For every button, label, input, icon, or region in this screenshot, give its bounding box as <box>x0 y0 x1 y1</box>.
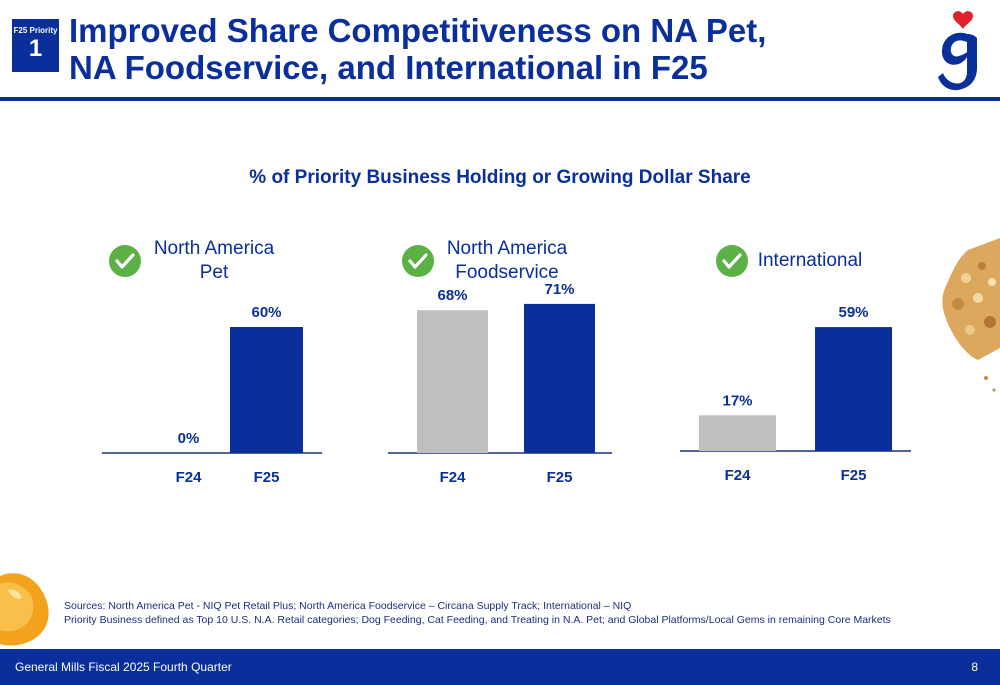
panel-name-line: North America <box>154 238 275 259</box>
bar-f24-international <box>699 415 776 451</box>
slide-title: Improved Share Competitiveness on NA Pet… <box>69 12 767 86</box>
check-circle-bg <box>109 245 141 277</box>
data-label-f24-north-america-pet: 0% <box>178 430 200 447</box>
sources-note: Sources: North America Pet - NIQ Pet Ret… <box>64 599 964 627</box>
bar-f24-north-america-foodservice <box>417 310 488 453</box>
bar-f25-north-america-foodservice <box>524 303 595 453</box>
priority-badge-number: 1 <box>28 35 43 62</box>
tick-label-f24-north-america-foodservice: F24 <box>440 469 467 486</box>
panel-name-north-america-foodservice: North America Foodservice <box>447 238 568 283</box>
page-number: 8 <box>971 660 978 674</box>
data-label-f25-international: 59% <box>838 304 868 321</box>
check-circle-bg <box>716 245 748 277</box>
tick-label-f25-north-america-foodservice: F25 <box>547 469 573 486</box>
footer-text: General Mills Fiscal 2025 Fourth Quarter <box>15 660 232 674</box>
panel-name-international: International <box>758 250 863 271</box>
tick-label-f24-north-america-pet: F24 <box>176 469 203 486</box>
check-circle-icon <box>716 245 748 277</box>
tick-label-f25-north-america-pet: F25 <box>254 469 280 486</box>
sources-line-2: Priority Business defined as Top 10 U.S.… <box>64 614 891 626</box>
panel-north-america-pet: North America Pet 0% F24 60% F25 <box>102 238 322 486</box>
tick-label-f25-international: F25 <box>841 467 867 484</box>
check-mark <box>115 253 135 269</box>
check-circle-icon <box>402 245 434 277</box>
data-label-f25-north-america-pet: 60% <box>251 304 281 321</box>
panel-name-line: Foodservice <box>455 262 559 283</box>
sources-line-1: Sources: North America Pet - NIQ Pet Ret… <box>64 600 632 612</box>
panel-name-line: International <box>758 250 863 271</box>
general-mills-logo-icon <box>938 11 977 91</box>
granola-bar-decor-icon <box>942 238 1000 392</box>
chart-title: % of Priority Business Holding or Growin… <box>249 167 751 188</box>
header-rule <box>0 97 1000 101</box>
priority-badge: F25 Priority 1 <box>12 19 59 72</box>
panel-name-north-america-pet: North America Pet <box>154 238 275 283</box>
tick-label-f24-international: F24 <box>725 467 752 484</box>
bar-f25-international <box>815 327 892 451</box>
footer-bar: General Mills Fiscal 2025 Fourth Quarter… <box>0 649 1000 685</box>
data-label-f24-north-america-foodservice: 68% <box>437 287 467 304</box>
amber-kibble-decor-icon <box>0 573 49 646</box>
panel-north-america-foodservice: North America Foodservice 68% F24 71% F25 <box>388 238 612 486</box>
priority-badge-label: F25 Priority <box>13 26 58 35</box>
data-label-f25-north-america-foodservice: 71% <box>544 281 574 298</box>
panel-international: International 17% F24 59% F25 <box>680 245 911 484</box>
data-label-f24-international: 17% <box>722 392 752 409</box>
check-circle-icon <box>109 245 141 277</box>
panel-name-line: North America <box>447 238 568 259</box>
check-mark <box>408 253 428 269</box>
check-mark <box>722 253 742 269</box>
panel-name-line: Pet <box>200 262 229 283</box>
bar-f25-north-america-pet <box>230 327 303 453</box>
check-circle-bg <box>402 245 434 277</box>
